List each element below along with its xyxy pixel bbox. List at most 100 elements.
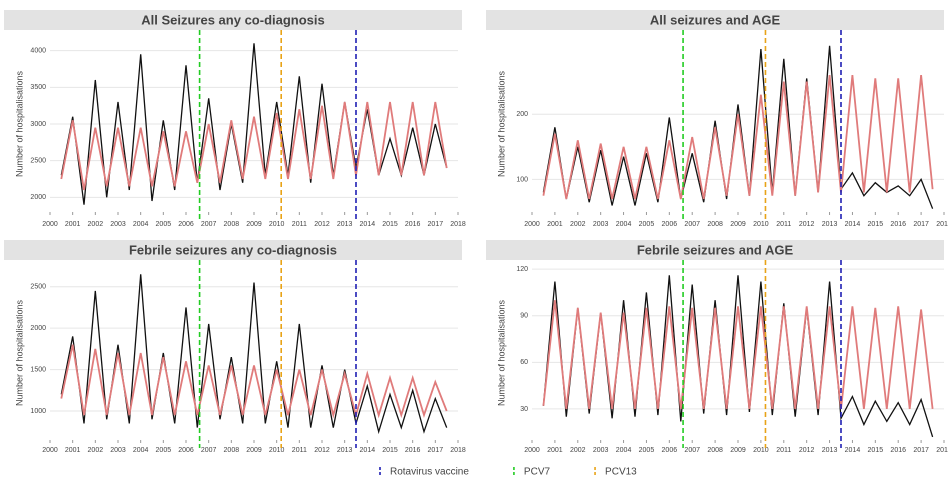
y-tick-label: 2000 — [30, 194, 46, 201]
data-line — [542, 275, 934, 438]
x-tick-label: 2001 — [65, 447, 81, 454]
x-tick-label: 2003 — [110, 447, 126, 454]
x-tick-label: 2009 — [246, 447, 262, 454]
x-tick-label: 2013 — [337, 221, 353, 228]
x-tick-label: 2002 — [570, 221, 586, 228]
data-line — [542, 45, 934, 209]
x-tick-label: 2009 — [730, 447, 746, 454]
x-tick-label: 2007 — [684, 447, 700, 454]
x-tick-label: 2017 — [428, 221, 444, 228]
x-tick-label: 2014 — [360, 221, 376, 228]
x-tick-label: 2004 — [616, 447, 632, 454]
x-tick-label: 2008 — [224, 221, 240, 228]
panel: Febrile seizures and AGE 30 60 90 120 2000 200… — [486, 240, 948, 454]
x-tick-label: 2000 — [524, 221, 540, 228]
data-line — [60, 101, 448, 191]
y-tick-label: 3500 — [30, 84, 46, 91]
x-tick-label: 2012 — [314, 447, 330, 454]
y-tick-label: 4000 — [30, 48, 46, 55]
y-tick-label: 100 — [516, 176, 528, 183]
title-bar — [4, 10, 462, 30]
x-tick-label: 2006 — [662, 447, 678, 454]
y-axis-label: Number of hospitalisations — [496, 70, 506, 177]
x-tick-label: 2007 — [684, 221, 700, 228]
y-tick-label: 120 — [516, 266, 528, 273]
data-line — [60, 274, 448, 435]
x-tick-label: 2014 — [845, 221, 861, 228]
x-tick-label: 2014 — [360, 447, 376, 454]
x-tick-label: 2008 — [707, 447, 723, 454]
x-tick-label: 2009 — [730, 221, 746, 228]
y-tick-label: 2500 — [30, 284, 46, 291]
x-tick-label: 2018 — [450, 221, 466, 228]
x-tick-label: 2017 — [913, 221, 929, 228]
x-tick-label: 2015 — [868, 447, 884, 454]
y-tick-label: 30 — [520, 406, 528, 413]
x-tick-label: 2007 — [201, 447, 217, 454]
x-tick-label: 2015 — [868, 221, 884, 228]
data-line — [542, 300, 934, 410]
x-tick-label: 2006 — [178, 221, 194, 228]
x-tick-label: 2017 — [428, 447, 444, 454]
y-tick-label: 1000 — [30, 408, 46, 415]
panel: All seizures and AGE 100 200 2000 2001 2002 20… — [486, 10, 948, 228]
x-tick-label: 2010 — [269, 447, 285, 454]
title-bar — [486, 10, 944, 30]
x-tick-label: 2016 — [405, 221, 421, 228]
y-tick-label: 90 — [520, 313, 528, 320]
x-tick-label: 2011 — [776, 221, 791, 228]
x-tick-label: 2016 — [890, 447, 906, 454]
x-tick-label: 2005 — [156, 221, 172, 228]
x-tick-label: 2013 — [822, 447, 838, 454]
y-axis-label: Number of hospitalisations — [496, 299, 506, 406]
y-tick-label: 200 — [516, 111, 528, 118]
x-tick-label: 2008 — [707, 221, 723, 228]
x-tick-label: 2001 — [547, 221, 563, 228]
x-tick-label: 2010 — [753, 447, 769, 454]
x-tick-label: 2012 — [314, 221, 330, 228]
data-line — [542, 75, 934, 200]
panel: Febrile seizures any co-diagnosis 1000 150… — [4, 240, 466, 454]
x-tick-label: 2018 — [450, 447, 466, 454]
x-tick-label: 2000 — [524, 447, 540, 454]
x-tick-label: 2008 — [224, 447, 240, 454]
x-tick-label: 2000 — [42, 447, 58, 454]
x-tick-label: 2017 — [913, 447, 929, 454]
panel-title: All seizures and AGE — [650, 12, 781, 27]
title-bar — [486, 240, 944, 260]
x-tick-label: 2005 — [156, 447, 172, 454]
panel-title: All Seizures any co-diagnosis — [141, 12, 325, 27]
panel: All Seizures any co-diagnosis 2000 2500 300… — [4, 10, 466, 228]
legend-label: PCV7 — [524, 467, 551, 478]
y-tick-label: 2000 — [30, 325, 46, 332]
x-tick-label: 2005 — [639, 447, 655, 454]
x-tick-label: 2011 — [292, 447, 307, 454]
title-bar — [4, 240, 462, 260]
x-tick-label: 2006 — [662, 221, 678, 228]
x-tick-label: 2004 — [616, 221, 632, 228]
panel-title: Febrile seizures and AGE — [637, 242, 794, 257]
x-tick-label: 2002 — [570, 447, 586, 454]
x-tick-label: 2015 — [382, 447, 398, 454]
x-tick-label: 2000 — [42, 221, 58, 228]
x-tick-label: 2004 — [133, 447, 149, 454]
x-tick-label: 2006 — [178, 447, 194, 454]
panel-title: Febrile seizures any co-diagnosis — [129, 242, 337, 257]
x-tick-label: 2003 — [593, 221, 609, 228]
x-tick-label: 2003 — [593, 447, 609, 454]
x-tick-label: 2012 — [799, 221, 815, 228]
x-tick-label: 2012 — [799, 447, 815, 454]
y-tick-label: 2500 — [30, 158, 46, 165]
x-tick-label: 2002 — [88, 221, 104, 228]
x-tick-label: 2014 — [845, 447, 861, 454]
x-tick-label: 2009 — [246, 221, 262, 228]
x-tick-label: 2004 — [133, 221, 149, 228]
x-tick-label: 2001 — [547, 447, 563, 454]
y-tick-label: 1500 — [30, 366, 46, 373]
x-tick-label: 2003 — [110, 221, 126, 228]
x-tick-label: 2016 — [405, 447, 421, 454]
x-tick-label: 2016 — [890, 221, 906, 228]
x-tick-label: 2018 — [936, 221, 948, 228]
x-tick-label: 2010 — [753, 221, 769, 228]
